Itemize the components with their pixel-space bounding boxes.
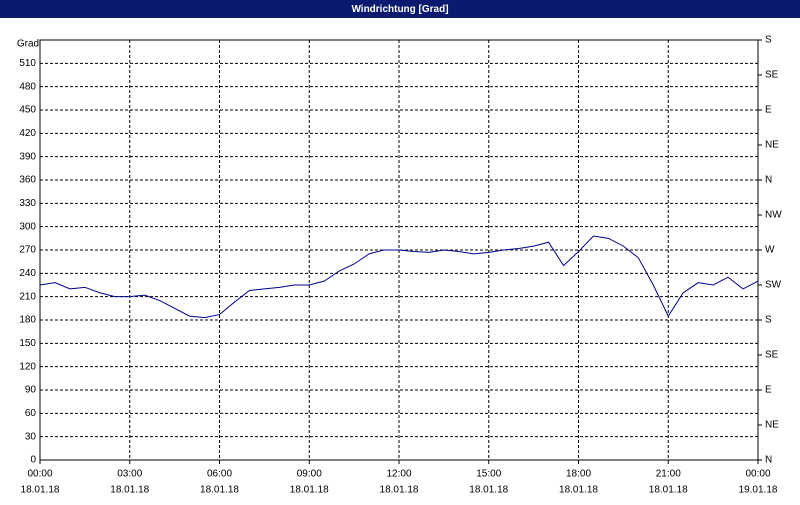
x-tick-label: 03:00	[117, 469, 142, 480]
y-tick-label: 30	[25, 431, 37, 442]
y-tick-label: 150	[19, 338, 36, 349]
y2-tick-label: N	[765, 455, 772, 466]
y2-tick-label: NE	[765, 420, 779, 431]
x-tick-date: 18.01.18	[559, 485, 598, 496]
y-tick-label: 0	[30, 455, 36, 466]
x-tick-label: 00:00	[27, 469, 52, 480]
y2-tick-label: SE	[765, 70, 779, 81]
x-tick-date: 18.01.18	[649, 485, 688, 496]
y2-tick-label: NE	[765, 140, 779, 151]
y2-tick-label: S	[765, 315, 772, 326]
plot-frame	[39, 39, 759, 461]
y2-tick-label: S	[765, 35, 772, 46]
x-tick-date: 18.01.18	[380, 485, 419, 496]
y-tick-label: 90	[25, 385, 37, 396]
x-tick-label: 09:00	[297, 469, 322, 480]
y-tick-label: 330	[19, 198, 36, 209]
data-line	[39, 235, 759, 319]
y2-tick-label: N	[765, 175, 772, 186]
y-tick-label: 420	[19, 128, 36, 139]
x-tick-date: 18.01.18	[110, 485, 149, 496]
y2-tick-label: SW	[765, 280, 782, 291]
y2-tick-label: SE	[765, 350, 779, 361]
title-bar	[0, 0, 800, 18]
x-tick-label: 06:00	[207, 469, 232, 480]
x-tick-date: 18.01.18	[200, 485, 239, 496]
x-tick-label: 12:00	[386, 469, 411, 480]
x-tick-label: 18:00	[566, 469, 591, 480]
x-tick-date: 18.01.18	[290, 485, 329, 496]
window-title: Windrichtung [Grad]	[351, 4, 448, 15]
y-axis-label: Grad	[17, 39, 39, 50]
x-tick-date: 18.01.18	[469, 485, 508, 496]
y-tick-label: 360	[19, 175, 36, 186]
y-tick-label: 390	[19, 151, 36, 162]
y2-tick-label: E	[765, 385, 772, 396]
y-tick-label: 450	[19, 105, 36, 116]
y2-tick-label: NW	[765, 210, 782, 221]
y-tick-label: 180	[19, 315, 36, 326]
y-tick-label: 270	[19, 245, 36, 256]
y-tick-label: 240	[19, 268, 36, 279]
y-tick-label: 210	[19, 291, 36, 302]
x-tick-label: 21:00	[656, 469, 681, 480]
x-tick-date: 19.01.18	[739, 485, 778, 496]
y2-tick-label: E	[765, 105, 772, 116]
y-tick-label: 480	[19, 81, 36, 92]
x-tick-label: 15:00	[476, 469, 501, 480]
x-tick-date: 18.01.18	[21, 485, 60, 496]
y-tick-label: 510	[19, 58, 36, 69]
y-tick-label: 60	[25, 408, 37, 419]
x-tick-label: 00:00	[745, 469, 770, 480]
y-tick-label: 300	[19, 221, 36, 232]
y-tick-label: 120	[19, 361, 36, 372]
y2-tick-label: W	[765, 245, 775, 256]
